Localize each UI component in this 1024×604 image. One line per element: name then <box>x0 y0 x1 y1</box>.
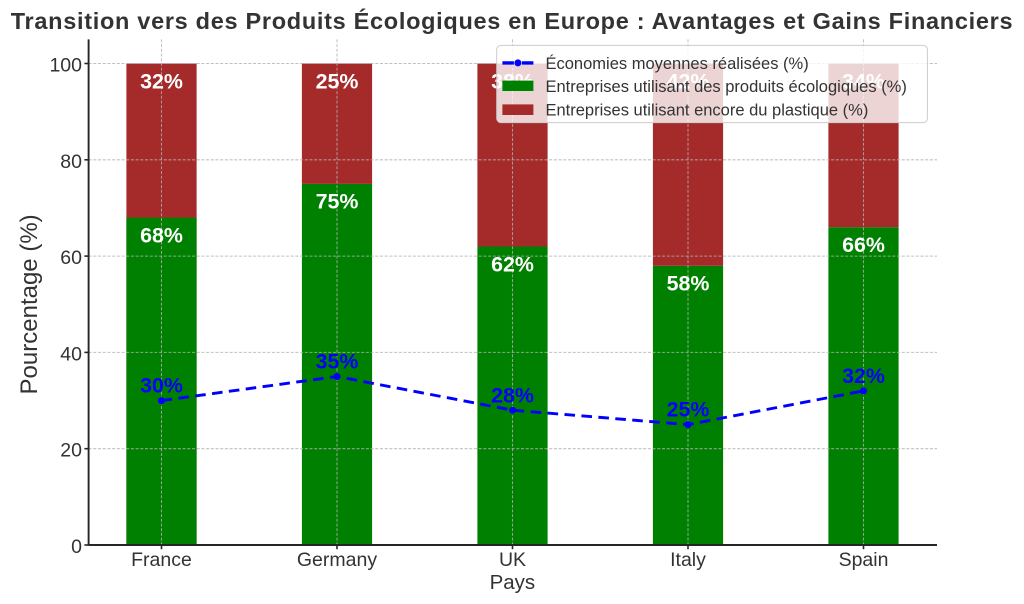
svg-text:35%: 35% <box>316 350 359 374</box>
svg-text:32%: 32% <box>842 364 885 388</box>
svg-text:Pays: Pays <box>490 571 536 594</box>
svg-text:Germany: Germany <box>297 549 377 571</box>
svg-text:Pourcentage (%): Pourcentage (%) <box>16 214 43 394</box>
svg-text:0: 0 <box>71 536 82 558</box>
svg-text:Entreprises utilisant des prod: Entreprises utilisant des produits écolo… <box>546 78 907 96</box>
svg-text:80: 80 <box>60 151 82 173</box>
svg-text:28%: 28% <box>491 383 534 407</box>
svg-text:62%: 62% <box>491 252 534 276</box>
svg-text:25%: 25% <box>316 69 359 93</box>
svg-text:66%: 66% <box>842 233 885 257</box>
svg-text:58%: 58% <box>667 272 710 296</box>
svg-text:25%: 25% <box>667 398 710 422</box>
svg-text:30%: 30% <box>140 374 183 398</box>
svg-text:UK: UK <box>499 549 526 571</box>
svg-text:75%: 75% <box>316 190 359 214</box>
svg-text:68%: 68% <box>140 223 183 247</box>
svg-text:Italy: Italy <box>670 549 706 571</box>
svg-text:20: 20 <box>60 440 82 462</box>
svg-text:France: France <box>131 549 192 571</box>
svg-text:Transition vers des Produits É: Transition vers des Produits Écologiques… <box>11 7 1013 34</box>
svg-text:100: 100 <box>49 55 82 77</box>
svg-text:32%: 32% <box>140 69 183 93</box>
svg-text:60: 60 <box>60 247 82 269</box>
svg-text:40: 40 <box>60 343 82 365</box>
svg-text:Économies moyennes réalisées (: Économies moyennes réalisées (%) <box>546 54 809 73</box>
svg-text:Spain: Spain <box>839 549 889 571</box>
svg-text:Entreprises utilisant encore d: Entreprises utilisant encore du plastiqu… <box>546 102 869 120</box>
